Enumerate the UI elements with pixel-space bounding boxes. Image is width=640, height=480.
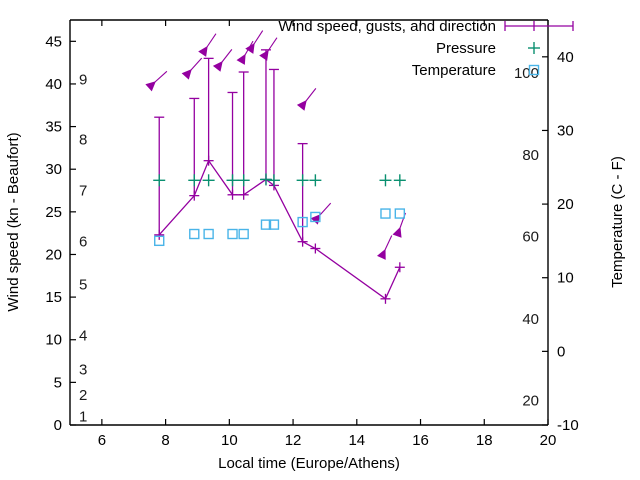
y2-tick-label: 30 bbox=[557, 122, 574, 139]
wind-direction-arrow bbox=[310, 202, 332, 225]
legend-label-0: Wind speed, gusts, and direction bbox=[278, 18, 496, 35]
arrow-tail bbox=[384, 235, 393, 251]
fahrenheit-label: 40 bbox=[522, 311, 539, 328]
arrow-head bbox=[245, 42, 255, 54]
temperature-point bbox=[203, 228, 214, 240]
arrow-head bbox=[392, 226, 402, 238]
temperature-point bbox=[189, 228, 200, 240]
wind-direction-arrow bbox=[198, 33, 217, 57]
arrow-head bbox=[377, 248, 386, 260]
y2-tick-label: 10 bbox=[557, 270, 574, 287]
x-tick-label: 10 bbox=[221, 432, 238, 449]
series-wind-speed bbox=[145, 30, 406, 304]
y-tick-label: 0 bbox=[54, 417, 62, 434]
beaufort-label: 9 bbox=[79, 72, 87, 89]
x-tick-label: 6 bbox=[98, 432, 106, 449]
wind-direction-arrow bbox=[245, 30, 264, 54]
fahrenheit-label: 80 bbox=[522, 147, 539, 164]
fahrenheit-label: 20 bbox=[522, 393, 539, 410]
beaufort-label: 8 bbox=[79, 131, 87, 148]
x-tick-label: 12 bbox=[285, 432, 302, 449]
arrow-head bbox=[145, 81, 156, 92]
x-tick-label: 8 bbox=[161, 432, 169, 449]
beaufort-label: 2 bbox=[79, 387, 87, 404]
wind-direction-arrow bbox=[236, 40, 254, 65]
x-tick-label: 16 bbox=[412, 432, 429, 449]
beaufort-scale-labels: 1 2 3 4 5 6 7 8 9 bbox=[79, 72, 87, 426]
temperature-point bbox=[394, 208, 406, 219]
beaufort-label: 3 bbox=[79, 362, 87, 379]
temperature-point bbox=[227, 228, 238, 240]
beaufort-label: 1 bbox=[79, 408, 87, 425]
y2-tick-label: 40 bbox=[557, 49, 574, 66]
temperature-point bbox=[154, 235, 165, 247]
y-axis-left-ticks: 0 5 10 15 20 25 30 35 40 45 bbox=[45, 33, 76, 434]
y-axis-left-title: Wind speed (kn - Beaufort) bbox=[5, 132, 22, 311]
temperature-point bbox=[238, 228, 249, 240]
wind-direction-arrow bbox=[212, 49, 233, 72]
beaufort-label: 7 bbox=[79, 183, 87, 200]
wind-direction-arrow bbox=[145, 70, 168, 92]
legend-label-2: Temperature bbox=[412, 62, 496, 79]
y2-tick-label: -10 bbox=[557, 417, 579, 434]
arrow-tail bbox=[190, 57, 203, 71]
temperature-point bbox=[268, 219, 280, 230]
temperature-point bbox=[297, 216, 308, 228]
arrow-tail bbox=[267, 37, 278, 52]
y-tick-label: 25 bbox=[45, 204, 62, 221]
y-tick-label: 40 bbox=[45, 76, 62, 93]
legend-label-1: Pressure bbox=[436, 40, 496, 57]
arrow-tail bbox=[206, 33, 217, 48]
y-tick-label: 35 bbox=[45, 119, 62, 136]
x-axis-ticks: 6 8 10 12 14 16 18 20 bbox=[98, 20, 557, 449]
y-tick-label: 30 bbox=[45, 161, 62, 178]
series-temperature bbox=[154, 208, 406, 247]
arrow-head bbox=[198, 45, 208, 57]
x-tick-label: 18 bbox=[476, 432, 493, 449]
wind-direction-arrow bbox=[296, 88, 317, 111]
legend-marker-temperature bbox=[528, 64, 540, 76]
y-tick-label: 45 bbox=[45, 33, 62, 50]
y-tick-label: 5 bbox=[54, 374, 62, 391]
arrow-tail bbox=[319, 202, 332, 216]
y-tick-label: 15 bbox=[45, 289, 62, 306]
wind-direction-arrow bbox=[259, 37, 278, 61]
wind-direction-arrow bbox=[377, 235, 393, 260]
arrow-head bbox=[296, 100, 307, 111]
arrow-head bbox=[259, 49, 269, 61]
wind-direction-arrow bbox=[181, 57, 203, 80]
arrow-tail bbox=[154, 70, 168, 83]
x-tick-label: 20 bbox=[540, 432, 557, 449]
plot-frame bbox=[69, 19, 549, 426]
beaufort-label: 4 bbox=[79, 327, 87, 344]
fahrenheit-label: 100 bbox=[514, 65, 539, 82]
plot-border bbox=[69, 19, 549, 426]
chart-legend: Wind speed, gusts, and direction Pressure… bbox=[278, 18, 574, 79]
temperature-point bbox=[380, 208, 391, 219]
x-tick-label: 14 bbox=[348, 432, 365, 449]
arrow-tail bbox=[305, 88, 317, 102]
arrow-head bbox=[310, 214, 321, 225]
y2-tick-label: 20 bbox=[557, 196, 574, 213]
arrow-head bbox=[212, 61, 223, 72]
arrow-head bbox=[236, 53, 246, 65]
fahrenheit-scale-labels: 20 40 60 80 100 bbox=[514, 65, 539, 410]
arrow-head bbox=[181, 69, 192, 80]
arrow-tail bbox=[253, 30, 264, 45]
temperature-point bbox=[260, 219, 272, 230]
beaufort-label: 6 bbox=[79, 234, 87, 251]
y-tick-label: 20 bbox=[45, 246, 62, 263]
series-pressure bbox=[153, 173, 406, 187]
y2-tick-label: 0 bbox=[557, 343, 565, 360]
x-axis-title: Local time (Europe/Athens) bbox=[218, 455, 400, 472]
y-axis-right-ticks: -10 0 10 20 30 40 bbox=[542, 49, 579, 434]
temperature-point bbox=[310, 211, 321, 223]
fahrenheit-label: 60 bbox=[522, 228, 539, 245]
y-axis-right-title: Temperature (C - F) bbox=[609, 156, 626, 288]
arrow-tail bbox=[221, 49, 233, 63]
y-tick-label: 10 bbox=[45, 332, 62, 349]
beaufort-label: 5 bbox=[79, 276, 87, 293]
